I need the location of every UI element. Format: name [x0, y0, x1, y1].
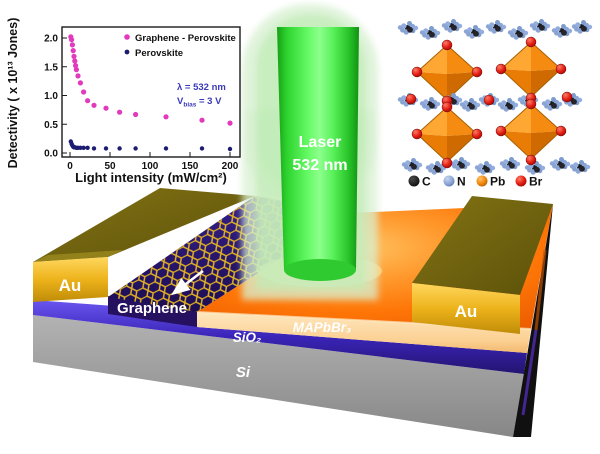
c-atom-swatch	[408, 175, 420, 187]
laser-beam	[277, 27, 359, 270]
graphene-label: Graphene	[117, 300, 187, 317]
x-tick-label: 0	[67, 161, 73, 172]
y-tick-label: 1.5	[44, 62, 58, 73]
crystal-legend-item-pb: Pb	[476, 175, 505, 189]
br-atom-swatch	[515, 175, 527, 187]
side-purple-streak	[521, 329, 538, 416]
annotation-wavelength: λ = 532 nm	[177, 82, 226, 93]
data-point-graphene-perovskite	[69, 37, 75, 43]
legend-marker-graphene-perovskite	[124, 34, 130, 40]
data-point-perovskite	[81, 145, 86, 150]
side-orange-streak	[534, 249, 547, 331]
data-point-graphene-perovskite	[133, 111, 139, 118]
n-atom-swatch	[443, 175, 455, 187]
device-side-face	[513, 204, 553, 437]
laser-beam-group: Laser 532 nm	[242, 4, 382, 300]
x-tick-label: 150	[182, 161, 199, 172]
molecule-clusters-bottom	[401, 157, 591, 175]
perovskite-label: MAPbBr₃	[293, 320, 352, 335]
data-point-perovskite	[133, 146, 138, 151]
pb-atom-swatch	[476, 175, 488, 187]
sio2-label: SiO₂	[233, 330, 261, 345]
data-point-graphene-perovskite	[227, 120, 233, 126]
y-tick-label: 0.0	[44, 149, 58, 160]
pb-atom-label: Pb	[490, 175, 505, 189]
data-point-graphene-perovskite	[70, 48, 76, 54]
legend-label-perovskite: Perovskite	[135, 48, 183, 59]
laser-label-line2: 532 nm	[292, 157, 347, 174]
si-label: Si	[236, 364, 251, 381]
data-point-graphene-perovskite	[103, 105, 109, 111]
c-atom-label: C	[422, 175, 431, 189]
br-atom-label: Br	[529, 175, 543, 189]
graphene-arrow	[171, 270, 204, 296]
si-substrate	[33, 315, 524, 437]
crystal-legend-item-br: Br	[515, 175, 543, 189]
au-right-label: Au	[455, 302, 478, 321]
laser-label-line1: Laser	[299, 134, 342, 151]
crystal-structure-inset: C N Pb Br	[397, 19, 593, 189]
data-point-graphene-perovskite	[163, 114, 169, 120]
x-tick-label: 50	[104, 161, 116, 172]
data-point-graphene-perovskite	[117, 109, 123, 115]
data-point-perovskite	[91, 146, 97, 151]
x-axis-label: Light intensity (mW/cm²)	[75, 170, 227, 185]
data-point-graphene-perovskite	[71, 53, 77, 60]
legend-marker-perovskite	[124, 49, 130, 55]
data-point-perovskite	[85, 145, 90, 150]
x-tick-label: 200	[222, 161, 239, 172]
chart-annotation: λ = 532 nm Vbias = 3 V	[177, 82, 226, 109]
au-left-top-face	[33, 188, 255, 262]
y-tick-label: 2.0	[44, 34, 58, 45]
y-axis-label: Detectivity ( x 10¹³ Jones)	[6, 18, 20, 169]
au-right-top-face	[412, 196, 553, 295]
data-point-graphene-perovskite	[73, 63, 79, 69]
y-axis-ticks: 0.0 0.5 1.0 1.5 2.0	[44, 34, 67, 160]
crystal-legend: C N Pb Br	[408, 175, 543, 189]
data-point-graphene-perovskite	[75, 73, 81, 79]
octahedra-bottom-row	[416, 103, 562, 163]
au-left-label: Au	[59, 276, 82, 295]
y-tick-label: 0.5	[44, 120, 58, 131]
data-point-graphene-perovskite	[85, 98, 91, 104]
chart-plot-area	[61, 26, 241, 158]
octahedra-top-row	[416, 41, 562, 101]
data-point-perovskite	[199, 146, 205, 151]
data-point-graphene-perovskite	[81, 89, 87, 95]
au-electrode-left: Au	[33, 188, 255, 302]
y-tick-label: 1.0	[44, 91, 58, 102]
chart-data-points	[68, 34, 233, 152]
laser-beam-base	[284, 259, 356, 281]
x-axis-ticks: 0 50 100 150 200	[67, 152, 239, 172]
legend-label-graphene-perovskite: Graphene - Perovskite	[135, 33, 236, 44]
crystal-legend-item-n: N	[443, 175, 466, 189]
data-point-graphene-perovskite	[91, 102, 97, 108]
au-electrode-right: Au	[412, 196, 553, 334]
x-tick-label: 100	[142, 161, 159, 172]
data-point-graphene-perovskite	[72, 58, 78, 64]
data-point-graphene-perovskite	[69, 42, 75, 48]
molecule-clusters-top	[397, 19, 593, 40]
data-point-perovskite	[78, 145, 83, 150]
data-point-graphene-perovskite	[199, 117, 205, 123]
au-left-front-face	[33, 257, 108, 302]
data-point-graphene-perovskite	[73, 67, 79, 73]
data-point-perovskite	[227, 146, 233, 152]
data-point-perovskite	[163, 146, 169, 151]
chart-legend: Graphene - Perovskite Perovskite	[124, 33, 236, 59]
au-right-front-face	[412, 283, 520, 334]
au-left-top-highlight	[33, 250, 123, 262]
chart-inset: 0 50 100 150 200 0.0 0.5 1.0 1.5 2.0 Light inten…	[6, 18, 241, 185]
annotation-bias: Vbias = 3 V	[177, 96, 222, 109]
data-point-perovskite	[117, 146, 122, 151]
crystal-legend-item-c: C	[408, 175, 431, 189]
data-point-graphene-perovskite	[77, 80, 83, 86]
perovskite-front-face	[197, 312, 531, 353]
graphene-front-face	[108, 296, 197, 327]
data-point-perovskite	[103, 146, 109, 151]
n-atom-label: N	[457, 175, 466, 189]
